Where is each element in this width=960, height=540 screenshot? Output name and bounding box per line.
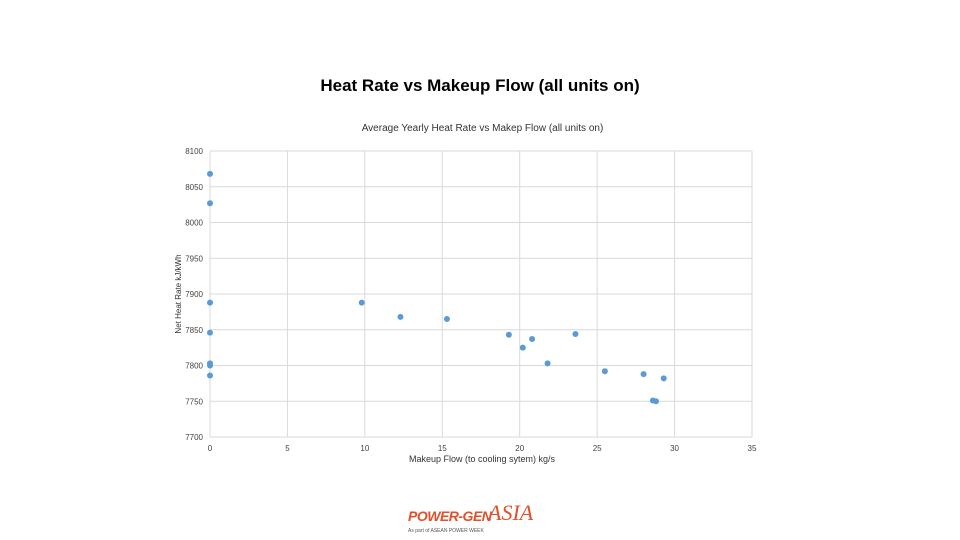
data-point bbox=[397, 313, 404, 320]
data-point bbox=[358, 299, 365, 306]
data-point bbox=[544, 360, 551, 367]
data-point bbox=[519, 344, 526, 351]
data-point bbox=[443, 316, 450, 323]
y-tick-label: 8000 bbox=[185, 219, 203, 228]
x-tick-label: 20 bbox=[515, 444, 524, 453]
data-point bbox=[572, 331, 579, 338]
x-tick-label: 10 bbox=[360, 444, 369, 453]
slide-title: Heat Rate vs Makeup Flow (all units on) bbox=[320, 76, 640, 95]
y-axis-label: Net Heat Rate kJ/kWh bbox=[174, 254, 183, 333]
data-point bbox=[660, 375, 667, 382]
x-tick-label: 0 bbox=[208, 444, 213, 453]
data-point bbox=[207, 362, 213, 369]
data-points bbox=[207, 170, 667, 405]
y-tick-labels: 7700 7750 7800 7850 7900 7950 8000 8050 8100 bbox=[185, 147, 203, 442]
logo-region: ASIA bbox=[488, 500, 534, 525]
data-point bbox=[640, 371, 647, 378]
logo-tagline: As part of ASEAN POWER WEEK bbox=[408, 528, 484, 534]
chart-title: Average Yearly Heat Rate vs Makep Flow (… bbox=[361, 123, 604, 134]
chart-grid bbox=[209, 150, 753, 438]
data-point bbox=[207, 329, 213, 336]
data-point bbox=[207, 372, 213, 379]
y-tick-label: 7950 bbox=[185, 254, 203, 263]
y-tick-label: 7900 bbox=[185, 290, 203, 299]
x-tick-label: 30 bbox=[670, 444, 679, 453]
data-point bbox=[207, 200, 213, 207]
x-axis-label: Makeup Flow (to cooling sytem) kg/s bbox=[409, 454, 556, 464]
x-tick-label: 25 bbox=[593, 444, 602, 453]
data-point bbox=[601, 368, 608, 375]
x-tick-label: 5 bbox=[285, 444, 290, 453]
logo-brand: POWER-GEN bbox=[408, 508, 492, 524]
data-point bbox=[207, 299, 213, 306]
x-tick-label: 15 bbox=[438, 444, 447, 453]
y-tick-label: 8100 bbox=[185, 147, 203, 156]
y-tick-label: 7850 bbox=[185, 326, 203, 335]
y-tick-label: 7800 bbox=[185, 362, 203, 371]
x-tick-labels: 0 5 10 15 20 25 30 35 bbox=[208, 444, 757, 453]
x-tick-label: 35 bbox=[748, 444, 757, 453]
y-tick-label: 7700 bbox=[185, 433, 203, 442]
y-tick-label: 7750 bbox=[185, 397, 203, 406]
data-point bbox=[652, 398, 659, 405]
y-tick-label: 8050 bbox=[185, 183, 203, 192]
data-point bbox=[505, 331, 512, 338]
data-point bbox=[529, 336, 536, 343]
data-point bbox=[207, 170, 213, 177]
power-gen-asia-logo: POWER-GEN ASIA As part of ASEAN POWER WE… bbox=[405, 500, 565, 540]
